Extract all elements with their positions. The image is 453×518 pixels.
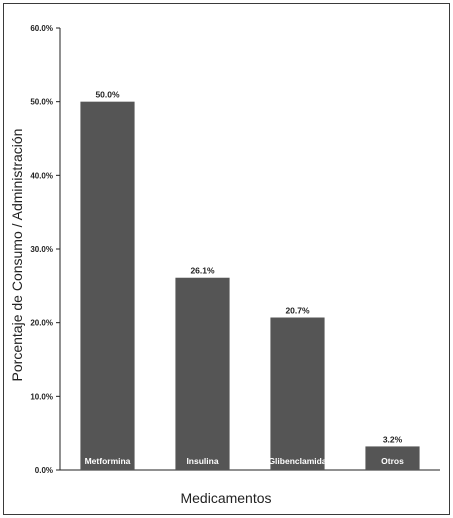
bar	[80, 101, 135, 471]
y-tick-label: 30.0%	[30, 245, 53, 254]
y-tick-label: 50.0%	[30, 98, 53, 107]
bar	[270, 317, 325, 470]
y-tick-label: 10.0%	[30, 392, 53, 401]
x-axis-title: Medicamentos	[180, 490, 271, 506]
y-tick-label: 60.0%	[30, 24, 53, 33]
data-label: 3.2%	[383, 434, 403, 444]
category-label: Glibenclamida	[268, 456, 326, 466]
data-label: 50.0%	[95, 90, 120, 100]
bar	[365, 446, 420, 470]
category-label: Insulina	[186, 456, 218, 466]
y-tick-label: 20.0%	[30, 319, 53, 328]
y-tick-label: 0.0%	[35, 466, 53, 475]
data-label: 26.1%	[190, 266, 215, 276]
y-axis-title: Porcentaje de Consumo / Administración	[9, 129, 25, 382]
category-label: Otros	[381, 456, 404, 466]
category-label: Metformina	[85, 456, 131, 466]
bar	[175, 277, 230, 470]
y-tick-label: 40.0%	[30, 171, 53, 180]
data-label: 20.7%	[285, 306, 310, 316]
